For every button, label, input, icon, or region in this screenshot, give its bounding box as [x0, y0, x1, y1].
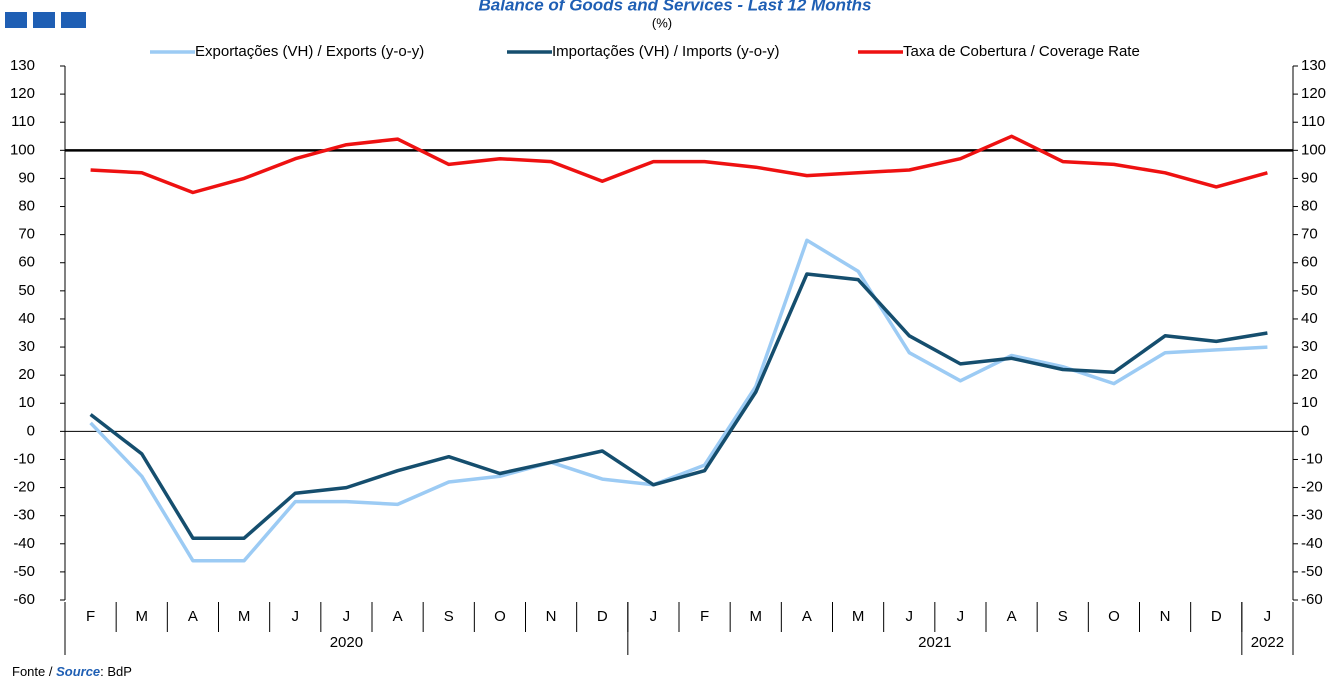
x-tick-label: A — [188, 608, 198, 625]
y2-tick-label: -30 — [1301, 507, 1323, 524]
y2-tick-label: 90 — [1301, 169, 1318, 186]
y-tick-label: 60 — [18, 254, 35, 271]
y-tick-label: 70 — [18, 226, 35, 243]
x-tick-label: D — [1211, 608, 1222, 625]
y-tick-label: 120 — [10, 85, 35, 102]
x-tick-label: J — [343, 608, 351, 625]
y2-tick-label: 130 — [1301, 57, 1326, 74]
y2-tick-label: 110 — [1301, 113, 1325, 130]
x-tick-label: F — [86, 608, 95, 625]
y-tick-label: 130 — [10, 57, 35, 74]
y-tick-label: 0 — [27, 422, 35, 439]
x-tick-label: M — [238, 608, 251, 625]
y2-tick-label: 30 — [1301, 338, 1318, 355]
logo-block — [33, 12, 55, 28]
x-tick-label: F — [700, 608, 709, 625]
y-tick-label: 10 — [18, 394, 35, 411]
legend-label: Taxa de Cobertura / Coverage Rate — [903, 43, 1140, 60]
chart-subtitle: (%) — [652, 15, 672, 30]
year-label: 2022 — [1251, 634, 1284, 651]
y2-tick-label: 10 — [1301, 394, 1318, 411]
logo-block — [5, 12, 27, 28]
y-tick-label: 80 — [18, 197, 35, 214]
y2-tick-label: 0 — [1301, 422, 1309, 439]
x-tick-label: J — [1264, 608, 1272, 625]
y2-tick-label: 60 — [1301, 254, 1318, 271]
source-note: Fonte / Source: BdP — [12, 664, 132, 679]
series-line — [89, 238, 1268, 563]
y2-tick-label: 50 — [1301, 282, 1318, 299]
x-tick-label: S — [444, 608, 454, 625]
x-tick-label: D — [597, 608, 608, 625]
y2-tick-label: -50 — [1301, 563, 1323, 580]
x-tick-label: A — [802, 608, 812, 625]
y-tick-label: 100 — [10, 141, 35, 158]
y2-tick-label: -40 — [1301, 535, 1323, 552]
x-tick-label: J — [957, 608, 965, 625]
x-tick-label: M — [750, 608, 763, 625]
y-tick-label: -20 — [13, 479, 35, 496]
y-tick-label: -40 — [13, 535, 35, 552]
y-tick-label: -10 — [13, 450, 35, 467]
legend-label: Exportações (VH) / Exports (y-o-y) — [195, 43, 424, 60]
y2-tick-label: -60 — [1301, 591, 1323, 608]
chart-title: Balance of Goods and Services - Last 12 … — [479, 0, 872, 14]
x-tick-label: J — [292, 608, 300, 625]
x-tick-label: J — [650, 608, 658, 625]
y2-tick-label: 20 — [1301, 366, 1318, 383]
y-tick-label: 110 — [11, 113, 35, 130]
legend-label: Importações (VH) / Imports (y-o-y) — [552, 43, 780, 60]
y2-tick-label: 120 — [1301, 85, 1326, 102]
series-line — [89, 272, 1268, 540]
y2-tick-label: 40 — [1301, 310, 1318, 327]
x-tick-label: O — [494, 608, 506, 625]
y2-tick-label: 70 — [1301, 226, 1318, 243]
x-tick-label: M — [136, 608, 149, 625]
y-tick-label: 30 — [18, 338, 35, 355]
source-prefix: Fonte / — [12, 664, 56, 679]
source-label: Source — [56, 664, 100, 679]
y-tick-label: -50 — [13, 563, 35, 580]
series-line — [90, 134, 1268, 195]
year-label: 2020 — [330, 634, 363, 651]
x-tick-label: A — [393, 608, 403, 625]
x-tick-label: N — [1160, 608, 1171, 625]
y-tick-label: -60 — [13, 591, 35, 608]
x-tick-label: S — [1058, 608, 1068, 625]
y2-tick-label: -20 — [1301, 479, 1323, 496]
y2-tick-label: 100 — [1301, 141, 1326, 158]
y-tick-label: 50 — [18, 282, 35, 299]
y-tick-label: 20 — [18, 366, 35, 383]
y2-tick-label: 80 — [1301, 197, 1318, 214]
x-tick-label: O — [1108, 608, 1120, 625]
y-tick-label: 90 — [18, 169, 35, 186]
y-tick-label: -30 — [13, 507, 35, 524]
x-tick-label: A — [1007, 608, 1017, 625]
y2-tick-label: -10 — [1301, 450, 1323, 467]
x-tick-label: M — [852, 608, 865, 625]
year-label: 2021 — [918, 634, 951, 651]
source-suffix: : BdP — [100, 664, 132, 679]
x-tick-label: J — [906, 608, 914, 625]
y-tick-label: 40 — [18, 310, 35, 327]
logo-block — [61, 12, 86, 28]
x-tick-label: N — [546, 608, 557, 625]
